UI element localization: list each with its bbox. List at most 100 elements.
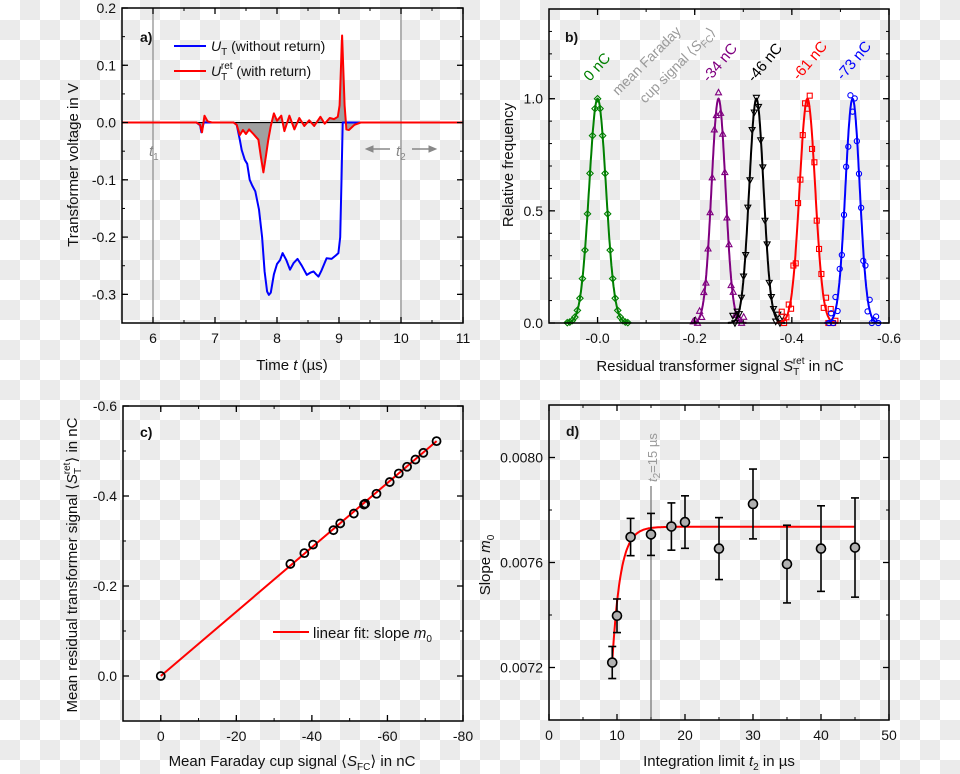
data-point-marker xyxy=(851,95,858,102)
data-point-marker xyxy=(743,204,752,212)
y-tick-label: 0.5 xyxy=(524,203,544,219)
y-tick-label: 0.0076 xyxy=(500,555,543,571)
x-tick-label: -40 xyxy=(302,728,322,744)
data-point-with-errorbar xyxy=(713,516,725,581)
label-0nC: 0 nC xyxy=(580,50,614,85)
data-point-marker xyxy=(573,306,582,315)
data-point-with-errorbar xyxy=(849,497,861,598)
data-point-marker xyxy=(840,211,848,219)
data-point-marker xyxy=(402,461,412,472)
data-point-marker xyxy=(706,208,715,216)
data-point-marker xyxy=(847,92,854,99)
gaussian-series-2 xyxy=(727,94,787,328)
data-point-marker xyxy=(722,213,731,221)
linear-fit-line xyxy=(160,440,438,677)
panel-c-label: c) xyxy=(140,424,152,440)
data-point-marker xyxy=(155,671,166,681)
panel-b-xlabel: Residual transformer signal STret in nC xyxy=(596,356,844,378)
panel-a-axes: 6 7 8 9 10 11 -0.3 -0.2 -0.1 0.0 0.1 0.2 xyxy=(92,0,471,346)
data-point-marker xyxy=(360,498,371,509)
y-tick-label: 0.1 xyxy=(97,57,117,73)
data-point-marker xyxy=(735,315,744,323)
data-point-marker xyxy=(823,294,830,301)
data-point-marker xyxy=(765,279,774,288)
t2-annotation: t2 xyxy=(396,143,406,163)
data-point-with-errorbar xyxy=(611,598,623,634)
data-point-marker xyxy=(739,312,748,320)
data-point-marker xyxy=(611,610,623,622)
data-point-marker xyxy=(773,311,782,319)
legend-fit-label: linear fit: slope m0 xyxy=(313,625,432,645)
data-point-marker xyxy=(611,294,620,303)
panel-c-ylabel: Mean residual transformer signal ⟨STret⟩… xyxy=(62,417,84,712)
x-tick-label: 10 xyxy=(609,727,625,743)
x-tick-label: 30 xyxy=(745,727,761,743)
data-point-marker xyxy=(813,217,820,224)
data-point-marker xyxy=(704,244,712,252)
data-point-marker xyxy=(616,313,625,322)
y-tick-label: -0.2 xyxy=(92,229,116,245)
data-point-marker xyxy=(708,173,717,181)
y-tick-label: -0.3 xyxy=(92,286,116,302)
data-point-marker xyxy=(608,274,617,283)
data-point-marker xyxy=(728,312,737,320)
panel-b-ylabel: Relative frequency xyxy=(500,102,517,227)
plot-frame xyxy=(548,8,890,324)
panel-a-label: a) xyxy=(140,29,152,45)
data-point-marker xyxy=(778,308,785,315)
gaussian-fit-curve xyxy=(727,97,785,324)
x-tick-label: 50 xyxy=(881,727,897,743)
data-point-marker xyxy=(769,306,778,314)
y-tick-label: 0.0 xyxy=(524,315,544,331)
data-point-marker xyxy=(563,318,572,327)
data-point-marker xyxy=(750,109,759,117)
data-point-marker xyxy=(809,145,816,153)
gaussian-fit-curve xyxy=(564,97,632,324)
data-point-marker xyxy=(811,159,818,166)
panel-b-label: b) xyxy=(565,29,578,45)
data-point-marker xyxy=(725,239,733,248)
data-point-with-errorbar xyxy=(625,517,636,557)
x-tick-label: -80 xyxy=(453,728,473,744)
data-point-marker xyxy=(575,294,584,303)
data-point-marker xyxy=(623,318,632,327)
x-tick-label: -0.6 xyxy=(877,330,901,346)
data-point-marker xyxy=(712,110,721,119)
x-tick-label: 0 xyxy=(545,727,553,743)
y-tick-label: 0.0072 xyxy=(500,660,543,676)
x-tick-label: 10 xyxy=(393,330,409,346)
data-point-marker xyxy=(645,529,657,540)
data-point-with-errorbar xyxy=(645,512,657,557)
data-point-marker xyxy=(748,127,757,135)
panel-c-axes: 0 -20 -40 -60 -80 0.0 -0.2 -0.4 -0.6 xyxy=(93,398,473,744)
label-46nC: -46 nC xyxy=(744,40,786,86)
data-point-marker xyxy=(815,543,827,554)
y-tick-label: -0.4 xyxy=(93,488,117,504)
data-point-marker xyxy=(601,169,610,178)
data-point-marker xyxy=(621,318,630,327)
x-tick-label: -0.4 xyxy=(780,330,804,346)
data-point-with-errorbar xyxy=(606,645,618,680)
x-tick-label: 40 xyxy=(813,727,829,743)
residual-area-fill xyxy=(122,35,463,173)
panel-a-legend: UT (without return) UTret (with return) xyxy=(174,38,325,83)
data-point-marker xyxy=(836,265,843,273)
legend-ut-label: UT (without return) xyxy=(211,38,325,58)
data-point-marker xyxy=(842,163,850,170)
y-tick-label: -0.1 xyxy=(92,172,116,188)
data-point-marker xyxy=(752,94,761,103)
data-point-marker xyxy=(718,129,727,137)
x-tick-label: 7 xyxy=(211,330,219,346)
x-tick-label: 6 xyxy=(149,330,157,346)
panel-a-xlabel: Time t (µs) xyxy=(256,357,327,374)
data-point-with-errorbar xyxy=(666,502,677,551)
data-point-marker xyxy=(802,100,809,107)
data-point-marker xyxy=(410,454,421,465)
data-point-marker xyxy=(756,137,765,145)
y-tick-label: 0.2 xyxy=(97,0,117,16)
y-tick-label: 1.0 xyxy=(524,91,544,107)
data-point-marker xyxy=(710,125,719,133)
data-point-marker xyxy=(335,518,346,529)
t2-15us-annotation: t2=15 µs xyxy=(645,433,663,482)
data-point-marker xyxy=(746,177,754,185)
